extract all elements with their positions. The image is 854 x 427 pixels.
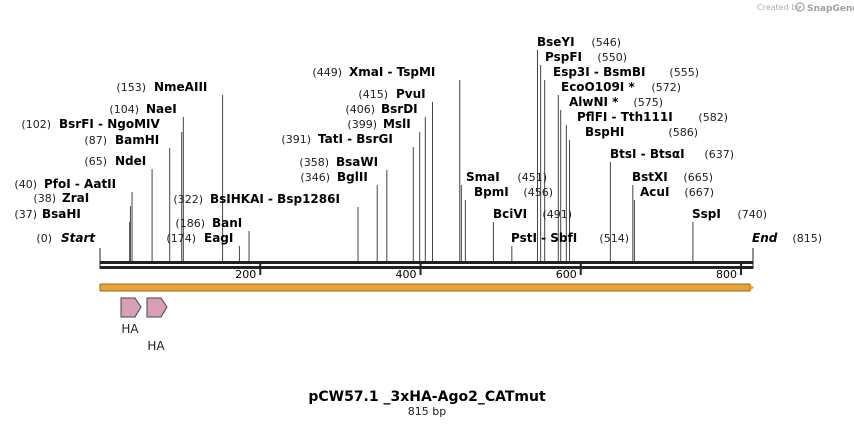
enzyme-name: BsIHKAI - Bsp1286I: [210, 192, 340, 206]
feature-track: HA HA: [120, 297, 168, 353]
enzyme-name: BglII: [337, 170, 368, 184]
enzyme-name: NaeI: [146, 102, 177, 116]
enzyme-name: NdeI: [115, 154, 146, 168]
enzyme-pos: (346): [300, 171, 330, 184]
enzyme-name: PfoI - AatII: [44, 177, 116, 191]
ha-feature-label: HA: [147, 339, 165, 353]
tick-label: 400: [395, 268, 416, 281]
enzyme-pos: (514): [599, 232, 629, 245]
enzyme-name: XmaI - TspMI: [349, 65, 435, 79]
enzyme-pos: (391): [281, 133, 311, 146]
enzyme-pos: (665): [683, 171, 713, 184]
enzyme-name: Esp3I - BsmBI: [553, 65, 645, 79]
enzyme-pos: (740): [737, 208, 767, 221]
enzyme-name: BciVI: [493, 207, 527, 221]
enzyme-name: AlwNI *: [569, 95, 619, 109]
tick-label: 800: [716, 268, 737, 281]
enzyme-pos: (637): [704, 148, 734, 161]
enzyme-pos: (174): [166, 232, 196, 245]
start-pos: (0): [36, 232, 52, 245]
enzyme-name: BspHI: [585, 125, 624, 139]
enzyme-name: BsrDI: [381, 102, 418, 116]
enzyme-name: EcoO109I *: [561, 80, 635, 94]
enzyme-name: PvuI: [396, 87, 426, 101]
ha-feature-arrow: [146, 297, 168, 318]
credit-prefix: Created by: [757, 3, 801, 12]
enzyme-name: SmaI: [466, 170, 500, 184]
enzyme-pos: (586): [668, 126, 698, 139]
enzyme-pos: (65): [84, 155, 107, 168]
enzyme-pos: (87): [84, 134, 107, 147]
plasmid-length: 815 bp: [408, 405, 446, 418]
end-label: End: [752, 231, 778, 245]
enzyme-pos: (449): [312, 66, 342, 79]
enzyme-name: BsaHI: [42, 207, 81, 221]
enzyme-name: BtsI - BtsαI: [610, 147, 685, 161]
enzyme-pos: (37): [14, 208, 37, 221]
enzyme-name: BstXI: [632, 170, 668, 184]
enzyme-name: PflFI - Tth111I: [577, 110, 673, 124]
plasmid-title: pCW57.1 _3xHA-Ago2_CATmut: [308, 389, 546, 405]
enzyme-name: BsrFI - NgoMIV: [59, 117, 160, 131]
enzyme-pos: (451): [517, 171, 547, 184]
enzyme-pos: (322): [173, 193, 203, 206]
snapgene-logo-icon: [795, 2, 805, 12]
enzyme-name: AcuI: [640, 185, 669, 199]
ha-feature-label: HA: [121, 322, 139, 336]
enzyme-name: BamHI: [115, 133, 159, 147]
enzyme-labels: (37) BsaHI (38) ZraI (40) PfoI - AatII (…: [14, 35, 767, 245]
enzyme-pos: (575): [633, 96, 663, 109]
tick-label: 600: [556, 268, 577, 281]
enzyme-name: ZraI: [62, 191, 89, 205]
enzyme-pos: (456): [523, 186, 553, 199]
enzyme-name: BseYI: [537, 35, 575, 49]
backbone-top-strand: [100, 261, 753, 264]
orf-arrow: [99, 283, 754, 292]
enzyme-pos: (358): [299, 156, 329, 169]
end-pos: (815): [792, 232, 822, 245]
enzyme-name: BsaWI: [336, 155, 378, 169]
enzyme-pos: (399): [347, 118, 377, 131]
enzyme-name: TatI - BsrGI: [318, 132, 393, 146]
enzyme-name: PspFI: [545, 50, 582, 64]
enzyme-name: NmeAIII: [154, 80, 207, 94]
enzyme-name: BanI: [212, 216, 242, 230]
tick-label: 200: [235, 268, 256, 281]
ha-feature-arrow: [120, 297, 142, 318]
enzyme-pos: (38): [33, 192, 56, 205]
enzyme-name: SspI: [692, 207, 721, 221]
enzyme-pos: (102): [21, 118, 51, 131]
enzyme-connectors: [129, 50, 694, 261]
enzyme-pos: (491): [542, 208, 572, 221]
backbone-bottom-strand: [100, 266, 753, 269]
enzyme-pos: (104): [109, 103, 139, 116]
enzyme-pos: (415): [358, 88, 388, 101]
enzyme-name: PstI - SbfI: [511, 231, 577, 245]
enzyme-pos: (546): [591, 36, 621, 49]
enzyme-pos: (153): [116, 81, 146, 94]
enzyme-pos: (550): [597, 51, 627, 64]
enzyme-pos: (582): [698, 111, 728, 124]
enzyme-name: MslI: [383, 117, 411, 131]
credit-brand: SnapGene: [807, 4, 854, 14]
enzyme-pos: (186): [175, 217, 205, 230]
start-label: Start: [61, 231, 96, 245]
enzyme-pos: (555): [669, 66, 699, 79]
enzyme-pos: (40): [14, 178, 37, 191]
enzyme-pos: (406): [345, 103, 375, 116]
enzyme-name: BpmI: [474, 185, 509, 199]
enzyme-pos: (667): [684, 186, 714, 199]
enzyme-name: EagI: [204, 231, 233, 245]
scale-ticks: 200 400 600 800: [235, 264, 742, 281]
enzyme-pos: (572): [651, 81, 681, 94]
